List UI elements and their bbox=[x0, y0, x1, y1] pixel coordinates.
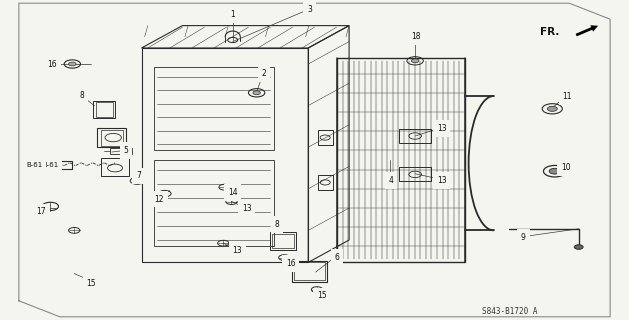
Text: 15: 15 bbox=[86, 279, 96, 288]
Circle shape bbox=[574, 245, 583, 249]
Text: 6: 6 bbox=[335, 253, 340, 262]
Bar bbox=[318, 175, 333, 189]
Bar bbox=[142, 48, 308, 262]
Text: B-61: B-61 bbox=[26, 162, 43, 168]
Text: S843-B1720 A: S843-B1720 A bbox=[482, 307, 537, 316]
Bar bbox=[399, 129, 431, 143]
Bar bbox=[44, 161, 72, 169]
Circle shape bbox=[69, 62, 76, 66]
Text: 4: 4 bbox=[389, 176, 394, 185]
Bar bbox=[270, 232, 296, 250]
Text: 13: 13 bbox=[242, 204, 252, 213]
Text: 13: 13 bbox=[437, 176, 447, 185]
Text: 11: 11 bbox=[562, 92, 572, 101]
Bar bbox=[399, 167, 431, 181]
Text: 9: 9 bbox=[521, 233, 526, 242]
Text: 3: 3 bbox=[307, 5, 312, 14]
Text: 13: 13 bbox=[232, 246, 242, 255]
Text: 2: 2 bbox=[262, 69, 267, 78]
Text: 10: 10 bbox=[561, 164, 571, 172]
Bar bbox=[93, 101, 115, 118]
Text: 13: 13 bbox=[437, 124, 447, 133]
Circle shape bbox=[549, 168, 560, 174]
Bar bbox=[110, 148, 132, 154]
Polygon shape bbox=[574, 26, 599, 38]
Text: 7: 7 bbox=[136, 172, 141, 180]
Text: 12: 12 bbox=[154, 195, 164, 204]
Bar bbox=[154, 160, 274, 246]
Text: 17: 17 bbox=[36, 207, 47, 216]
Bar bbox=[101, 158, 129, 176]
Bar bbox=[101, 130, 123, 146]
Text: 5: 5 bbox=[123, 146, 128, 155]
Bar bbox=[337, 58, 465, 262]
Text: 14: 14 bbox=[228, 188, 238, 197]
Circle shape bbox=[253, 91, 260, 95]
Text: 18: 18 bbox=[411, 32, 421, 41]
Bar bbox=[272, 234, 294, 248]
Circle shape bbox=[547, 106, 557, 111]
Bar bbox=[318, 131, 333, 145]
Polygon shape bbox=[38, 162, 44, 167]
Text: B-61: B-61 bbox=[43, 162, 59, 168]
Bar bbox=[154, 67, 274, 150]
Text: 16: 16 bbox=[47, 60, 57, 69]
Text: 1: 1 bbox=[230, 10, 235, 19]
Text: 8: 8 bbox=[274, 220, 279, 229]
Text: 8: 8 bbox=[79, 92, 84, 100]
Text: 16: 16 bbox=[286, 259, 296, 268]
Circle shape bbox=[411, 59, 419, 63]
Text: FR.: FR. bbox=[540, 27, 559, 37]
Bar bbox=[96, 102, 113, 117]
Bar bbox=[294, 262, 325, 280]
Bar bbox=[97, 128, 126, 147]
Text: 15: 15 bbox=[317, 292, 327, 300]
Bar bbox=[292, 261, 327, 282]
